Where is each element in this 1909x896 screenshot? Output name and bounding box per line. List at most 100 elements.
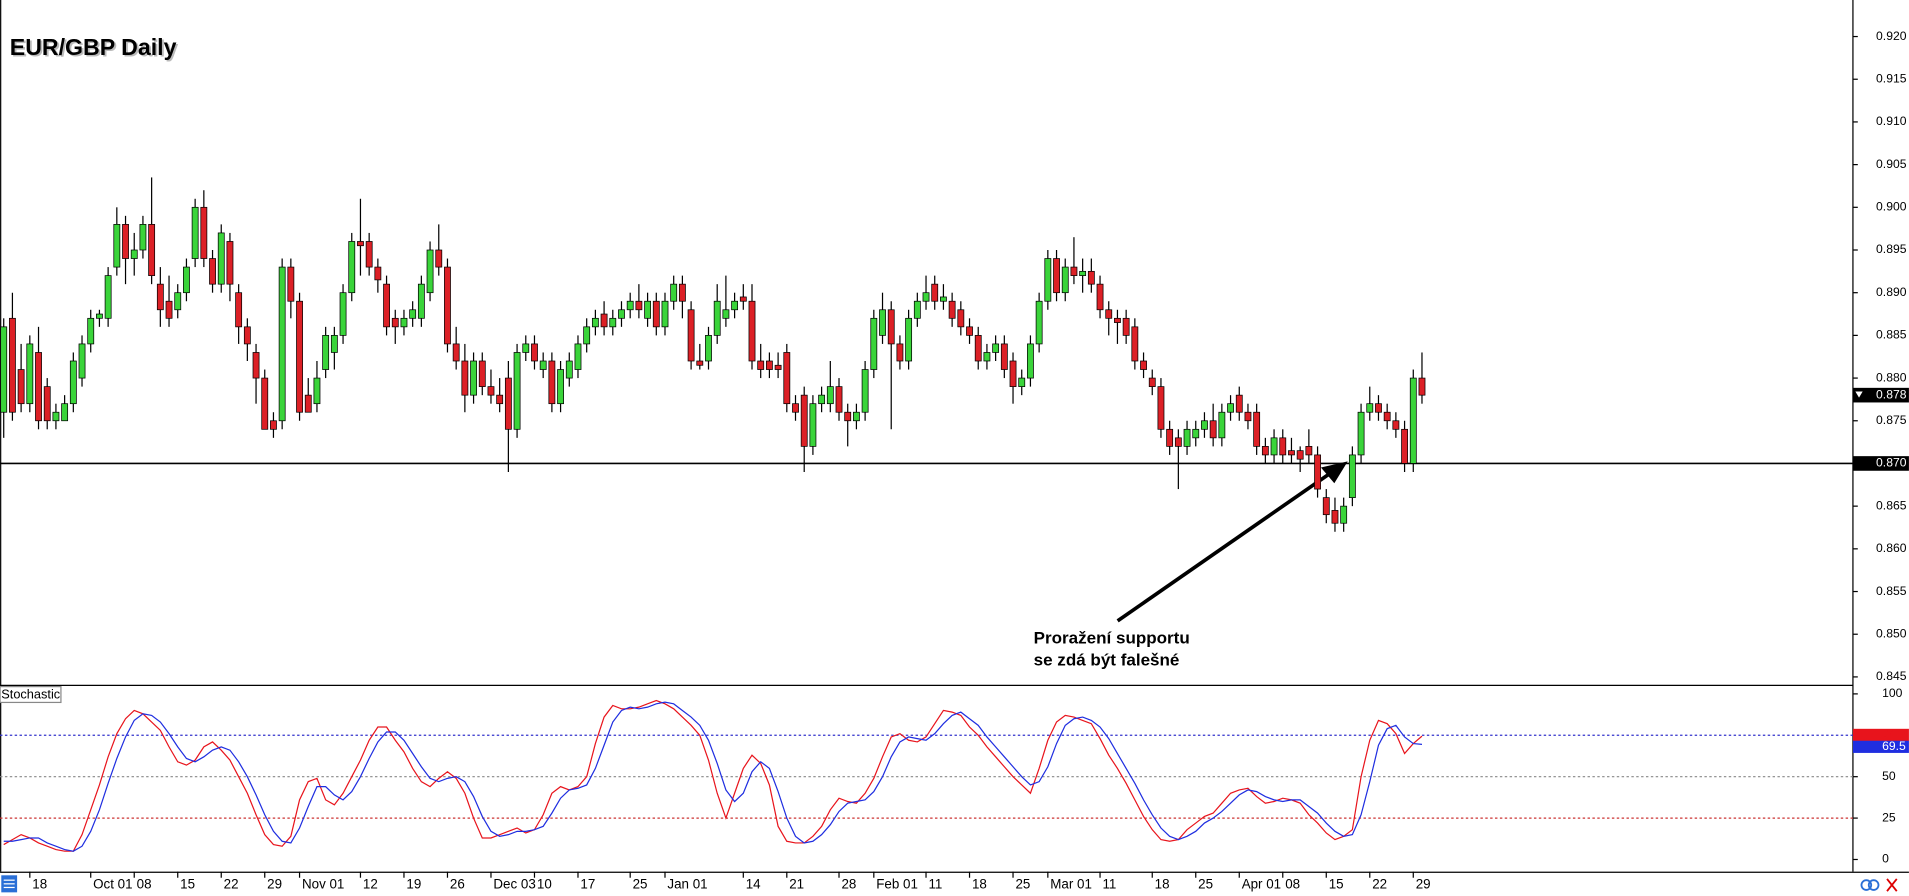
candle-body	[1183, 428, 1191, 447]
candle-body	[1044, 258, 1052, 302]
x-tick-label: Jan 01	[667, 877, 707, 892]
support-price-label: 0.870	[1876, 456, 1907, 470]
candle-body	[1140, 360, 1147, 370]
candle-body	[1035, 300, 1043, 345]
candle-body	[35, 352, 42, 422]
x-tick-label: 15	[180, 877, 195, 892]
value-tag-label: 69.5	[1882, 739, 1906, 753]
candle-body	[1105, 309, 1113, 319]
candle-body	[826, 386, 834, 405]
candle-body	[1053, 258, 1060, 294]
candle-body	[1314, 454, 1321, 490]
candle-body	[0, 326, 8, 413]
candle-body	[1322, 497, 1330, 516]
candle-body	[452, 343, 460, 362]
candle-body	[1418, 377, 1426, 396]
candle-body	[609, 317, 617, 328]
candle-body	[757, 360, 765, 370]
y-tick-label: 0.880	[1876, 370, 1907, 384]
candle-body	[1087, 270, 1095, 285]
link-icon[interactable]	[1867, 879, 1880, 891]
x-tick-label: 22	[1372, 877, 1387, 892]
candle-body	[591, 317, 599, 328]
x-tick-label: 17	[580, 877, 595, 892]
candle-body	[600, 313, 608, 328]
candle-body	[1401, 428, 1408, 464]
candle-body	[1375, 403, 1382, 413]
candle-body	[383, 283, 390, 328]
last-price-tag	[1852, 387, 1909, 403]
x-tick-label: Nov 01	[302, 877, 344, 892]
y-tick-label: 0.850	[1876, 626, 1907, 640]
candle-body	[966, 326, 973, 336]
candle-body	[539, 360, 547, 370]
candle-body	[1227, 403, 1234, 413]
candle-body	[26, 343, 34, 405]
x-tick-label: Oct 01	[93, 877, 132, 892]
y-tick-label: 0.875	[1876, 413, 1907, 427]
candle-body	[948, 300, 956, 319]
annotation-line: Proražení supportu	[1034, 629, 1190, 648]
x-tick-label: 21	[789, 877, 804, 892]
candle-body	[1096, 283, 1104, 311]
candle-body	[113, 224, 121, 268]
candle-body	[304, 394, 312, 413]
link-icon[interactable]	[1860, 879, 1873, 891]
last-price-arrow	[1855, 391, 1863, 398]
candle-body	[87, 317, 95, 345]
candle-body	[374, 266, 382, 281]
candle-body	[1261, 446, 1269, 456]
candle-body	[200, 206, 208, 259]
candle-body	[705, 335, 712, 362]
candle-body	[444, 266, 451, 345]
candle-body	[409, 309, 417, 319]
x-tick-label: 15	[1329, 877, 1344, 892]
candle-body	[618, 309, 625, 319]
candle-body	[1192, 428, 1200, 439]
candle-body	[1148, 377, 1156, 387]
x-tick-label: 19	[406, 877, 421, 892]
close-icon[interactable]	[1886, 878, 1898, 892]
y-tick-label: 100	[1882, 686, 1903, 700]
candle-body	[1253, 411, 1261, 447]
candle-body	[522, 343, 530, 353]
candle-body	[417, 283, 425, 319]
y-tick-label: 0.885	[1876, 328, 1907, 342]
candle-body	[348, 241, 356, 294]
x-tick-label: 28	[841, 877, 856, 892]
support-price-tag	[1852, 456, 1909, 471]
candle-body	[818, 394, 826, 405]
x-tick-label: 26	[450, 877, 465, 892]
candle-body	[17, 369, 25, 405]
candle-body	[339, 292, 347, 336]
candle-body	[957, 309, 965, 328]
candle-body	[156, 283, 164, 311]
candle-body	[687, 309, 695, 362]
candle-body	[400, 317, 408, 328]
candle-body	[644, 300, 651, 319]
candle-body	[243, 326, 251, 345]
candle-body	[209, 258, 216, 285]
candle-body	[470, 360, 477, 396]
candle-body	[557, 369, 564, 405]
y-tick-label: 0.910	[1876, 114, 1907, 128]
candle-body	[1027, 343, 1034, 379]
candle-body	[1174, 437, 1182, 447]
candle-body	[1348, 454, 1356, 498]
candle-body	[226, 241, 234, 285]
candle-body	[983, 352, 991, 362]
candle-body	[435, 249, 443, 268]
candle-body	[739, 296, 747, 302]
candle-body	[365, 241, 373, 268]
candle-body	[322, 335, 330, 370]
x-tick-label: 18	[972, 877, 987, 892]
candle-body	[496, 394, 504, 405]
candle-body	[1366, 403, 1374, 413]
y-tick-label: 0.865	[1876, 498, 1907, 512]
candle-body	[940, 296, 947, 302]
candle-body	[652, 300, 660, 328]
candle-body	[1357, 411, 1365, 456]
x-tick-label: 08	[1285, 877, 1300, 892]
x-tick-label: Mar 01	[1050, 877, 1092, 892]
